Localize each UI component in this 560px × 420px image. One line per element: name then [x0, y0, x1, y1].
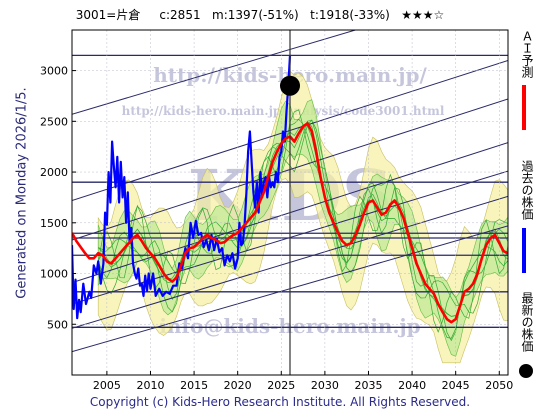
trend-channel-line [72, 30, 356, 115]
chart-header: 3001=片倉 c:2851 m:1397(-51%) t:1918(-33%)… [0, 6, 520, 23]
x-tick-label: 2050 [485, 379, 513, 392]
legend-label-latest-price: 最新の株価 [520, 292, 534, 352]
x-tick-label: 2020 [224, 379, 252, 392]
forecast-band-inner [97, 99, 508, 357]
y-tick-label: 2000 [40, 166, 68, 179]
y-tick-label: 1500 [40, 217, 68, 230]
stock-code-name: 3001=片倉 [75, 8, 141, 22]
rating-stars: ★★★☆ [401, 8, 445, 22]
x-tick-label: 2030 [311, 379, 339, 392]
legend-item-ai-forecast: ＡＩ予測 [519, 30, 539, 135]
x-tick-label: 2045 [442, 379, 470, 392]
x-tick-label: 2040 [398, 379, 426, 392]
legend-item-past-price: 過去の株価 [519, 160, 539, 275]
forecast-ensemble-line [97, 118, 508, 342]
legend-item-latest-price: 最新の株価 [519, 292, 539, 382]
y-tick-label: 1000 [40, 268, 68, 281]
latest-price-marker [280, 75, 300, 96]
legend-marker-latest [519, 364, 533, 378]
past-price-line [72, 55, 292, 320]
y-tick-label: 500 [47, 318, 68, 331]
current-price: c:2851 [159, 8, 201, 22]
y-tick-label: 2500 [40, 115, 68, 128]
generated-date-label: Generated on Monday 2026/1/5. [14, 87, 30, 299]
x-tick-label: 2025 [267, 379, 295, 392]
plot-frame [71, 29, 509, 376]
legend-swatch-red [522, 85, 526, 130]
x-tick-label: 2010 [136, 379, 164, 392]
legend-swatch-blue [522, 228, 526, 273]
x-tick-label: 2005 [93, 379, 121, 392]
mid-price: m:1397(-51%) [212, 8, 299, 22]
plot-area: KIDShttp://kids-hero.main.jp/http://kids… [72, 30, 508, 375]
legend-label-past-price: 過去の株価 [520, 160, 534, 220]
forecast-ensemble-line [97, 119, 508, 339]
x-tick-label: 2015 [180, 379, 208, 392]
target-price: t:1918(-33%) [310, 8, 390, 22]
legend-label-ai-forecast: ＡＩ予測 [520, 30, 534, 78]
x-tick-label: 2035 [354, 379, 382, 392]
copyright-notice: Copyright (c) Kids-Hero Research Institu… [89, 395, 471, 409]
forecast-ensemble-line [97, 119, 508, 314]
generated-date-note: Generated on Monday 2026/1/5. [14, 58, 30, 328]
y-tick-label: 3000 [40, 65, 68, 78]
